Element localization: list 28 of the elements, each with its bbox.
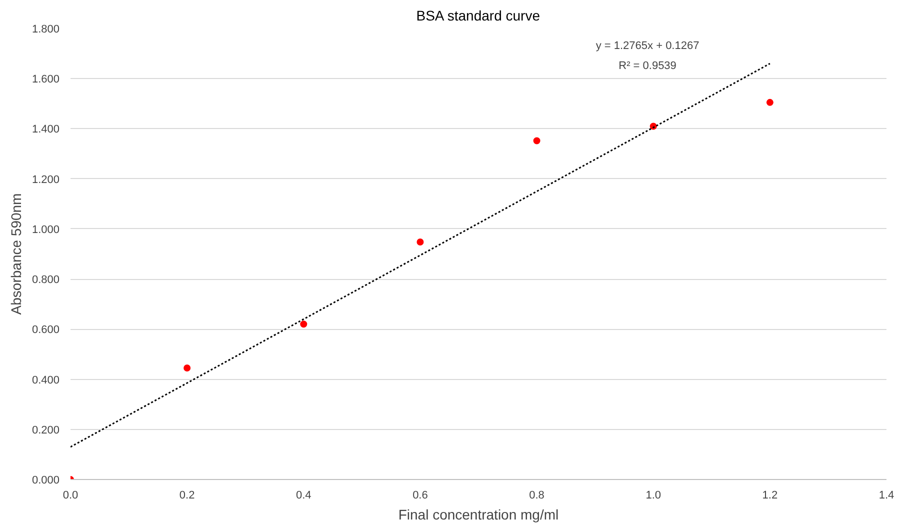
x-tick-label: 1.0 (646, 490, 662, 502)
x-tick-label: 0.0 (62, 490, 78, 502)
x-tick-label: 0.8 (529, 490, 544, 502)
annotation: y = 1.2765x + 0.1267 (596, 40, 700, 52)
point (766, 98, 774, 106)
point (300, 320, 308, 328)
point (533, 137, 540, 144)
y-tick-label: 0.600 (32, 324, 60, 336)
y-tick-label: 0.000 (32, 474, 60, 486)
y-tick-label: 1.000 (32, 224, 60, 236)
x-tick-label: 1.2 (762, 490, 778, 502)
x-tick-label: 0.4 (296, 490, 312, 502)
x-axis-title: Final concentration mg/ml (398, 506, 559, 522)
y-tick-label: 1.800 (32, 24, 60, 36)
y-tick-label: 0.200 (32, 424, 60, 436)
annotation: R² = 0.9539 (618, 60, 676, 72)
point (184, 364, 191, 372)
y-tick-label: 1.400 (32, 124, 60, 136)
x-tick-label: 0.6 (412, 490, 428, 502)
y-tick-label: 0.400 (32, 374, 60, 386)
y-tick-label: 1.200 (32, 174, 60, 186)
point (416, 238, 424, 246)
x-tick-label: 0.2 (179, 490, 195, 502)
chart-title: BSA standard curve (416, 8, 540, 24)
y-tick-label: 1.600 (32, 74, 60, 86)
y-axis-title: Absorbance 590nm (8, 193, 24, 315)
x-tick-label: 1.4 (878, 490, 894, 502)
y-tick-label: 0.800 (32, 274, 60, 286)
